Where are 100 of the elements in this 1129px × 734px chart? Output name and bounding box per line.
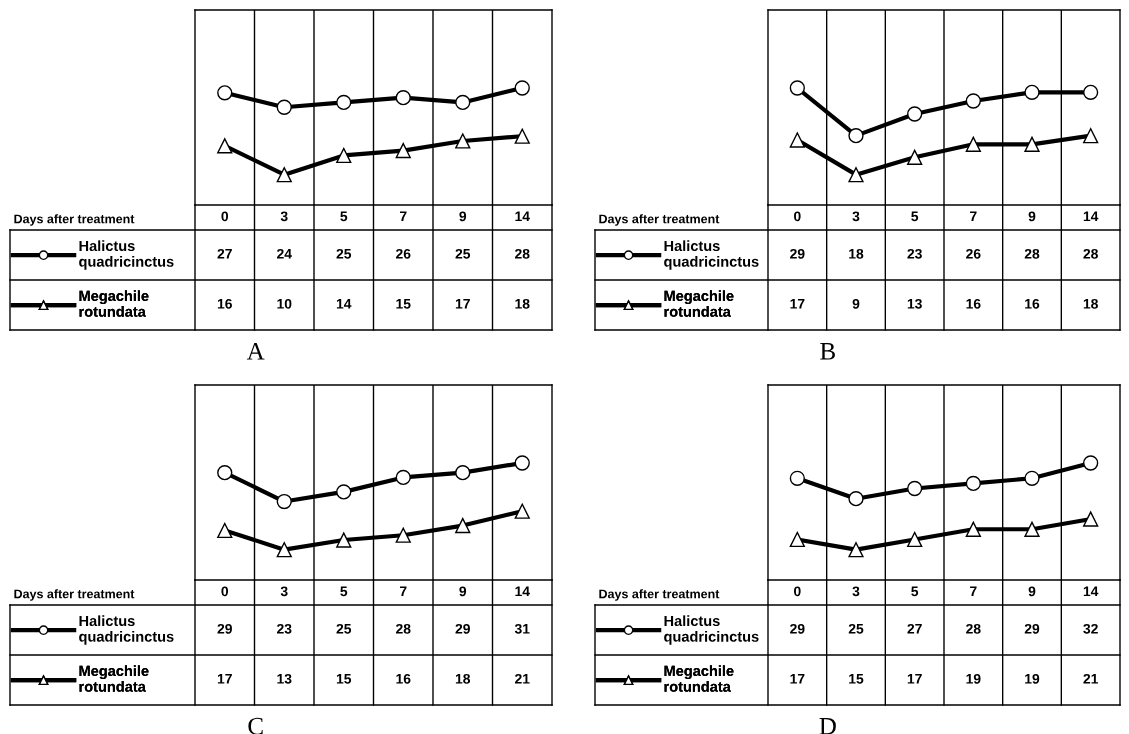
- x-tick-label: 5: [911, 586, 919, 597]
- data-label: 27: [907, 623, 922, 634]
- x-tick-label: 14: [515, 586, 530, 597]
- data-label: 17: [790, 299, 805, 309]
- x-axis-title: Days after treatment: [599, 214, 720, 226]
- data-label: 25: [336, 248, 352, 259]
- point: [907, 531, 923, 548]
- x-axis-title: Days after treatment: [14, 589, 135, 601]
- point: [789, 470, 805, 486]
- point: [1024, 470, 1040, 486]
- point: [514, 80, 530, 96]
- data-label: 19: [1025, 673, 1040, 684]
- point: [907, 149, 923, 165]
- text: D: [819, 718, 836, 734]
- data-label: 28: [396, 623, 411, 634]
- data-label: 26: [966, 248, 981, 259]
- data-label: 25: [455, 248, 471, 259]
- point: [455, 517, 471, 534]
- x-tick-label: 9: [1028, 211, 1036, 222]
- point: [395, 469, 411, 486]
- x-tick-label: 9: [459, 211, 467, 222]
- x-tick-label: 14: [1083, 586, 1099, 597]
- x-tick-label: 0: [794, 586, 801, 597]
- point: [276, 99, 292, 115]
- point: [336, 532, 352, 548]
- data-label: 24: [277, 248, 292, 259]
- data-label: 26: [396, 248, 411, 259]
- point: [965, 136, 981, 152]
- point: [276, 493, 292, 510]
- data-label: 29: [790, 248, 805, 259]
- x-tick-label: 3: [280, 211, 288, 222]
- point: [1083, 511, 1099, 527]
- text: B: [820, 343, 835, 360]
- point: [1024, 136, 1040, 152]
- data-label: 15: [849, 674, 864, 684]
- point: [217, 138, 233, 154]
- legend-label: Megachile rotundata: [664, 290, 734, 317]
- point: [1083, 128, 1099, 144]
- data-label: 29: [217, 623, 232, 634]
- data-label: 28: [515, 248, 530, 259]
- point: [395, 527, 411, 543]
- x-tick-label: 0: [794, 211, 801, 222]
- text: A: [246, 342, 265, 360]
- data-label: 16: [966, 298, 981, 309]
- data-label: 29: [1024, 623, 1040, 634]
- data-label: 14: [336, 299, 352, 309]
- x-tick-label: 9: [459, 586, 467, 597]
- point: [455, 94, 471, 111]
- x-tick-label: 3: [852, 211, 860, 222]
- point: [1083, 455, 1099, 471]
- data-label: 9: [852, 298, 860, 309]
- x-tick-label: 5: [340, 211, 348, 222]
- x-axis-title: Days after treatment: [599, 589, 720, 601]
- x-tick-label: 9: [1028, 586, 1036, 597]
- data-label: 13: [907, 298, 922, 309]
- data-label: 23: [277, 623, 292, 634]
- data-label: 18: [849, 248, 864, 259]
- point: [455, 464, 471, 481]
- point: [848, 128, 864, 144]
- point: [514, 503, 530, 519]
- legend-label: Megachile rotundata: [79, 665, 149, 692]
- legend-label: Halictus quadricinctus: [664, 240, 759, 270]
- point: [276, 167, 292, 183]
- point: [395, 89, 411, 106]
- data-label: 28: [1083, 248, 1098, 259]
- point: [1083, 84, 1099, 100]
- point: [514, 128, 530, 144]
- point: [1024, 521, 1040, 537]
- x-tick-label: 3: [280, 586, 288, 597]
- x-tick-label: 5: [340, 586, 348, 597]
- x-tick-label: 7: [399, 211, 407, 222]
- x-tick-label: 0: [221, 211, 229, 222]
- data-label: 17: [790, 674, 805, 684]
- data-label: 23: [907, 248, 922, 259]
- data-label: 16: [396, 673, 411, 684]
- data-label: 16: [217, 298, 232, 309]
- data-label: 28: [1024, 248, 1040, 259]
- point: [907, 480, 923, 497]
- point: [336, 94, 352, 111]
- legend-label: Halictus quadricinctus: [664, 615, 759, 645]
- data-label: 25: [336, 623, 352, 634]
- point: [965, 521, 981, 537]
- data-label: 15: [396, 299, 411, 309]
- point: [276, 542, 292, 558]
- legend-label: Halictus quadricinctus: [79, 615, 174, 645]
- point: [789, 132, 805, 148]
- data-label: 25: [848, 623, 864, 634]
- point: [848, 491, 864, 507]
- data-label: 21: [515, 673, 530, 684]
- x-tick-label: 7: [970, 211, 977, 222]
- legend-label: Megachile rotundata: [79, 290, 149, 317]
- x-tick-label: 7: [399, 586, 407, 597]
- x-tick-label: 14: [1083, 211, 1099, 222]
- point: [217, 464, 233, 481]
- x-tick-label: 5: [911, 211, 919, 222]
- point: [965, 475, 981, 492]
- data-label: 31: [514, 623, 530, 634]
- point: [395, 142, 411, 159]
- data-label: 19: [966, 673, 981, 684]
- point: [965, 93, 981, 109]
